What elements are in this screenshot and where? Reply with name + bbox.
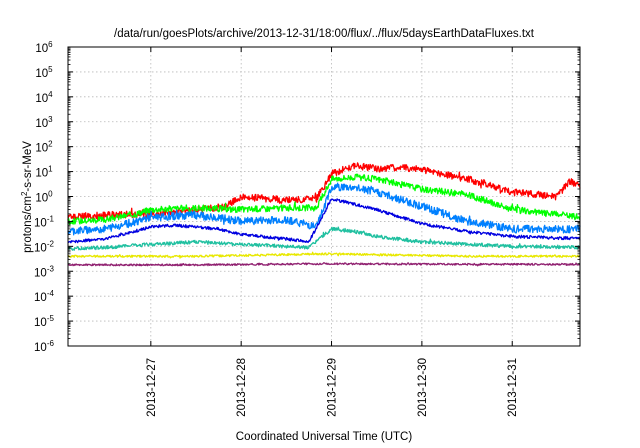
y-tick-label: 106 xyxy=(35,40,53,55)
y-tick-label: 10-6 xyxy=(34,339,54,354)
x-tick-label: 2013-12-28 xyxy=(236,358,248,417)
y-tick-label: 10-5 xyxy=(34,314,54,329)
y-tick-label: 102 xyxy=(35,140,53,155)
x-tick-label: 2013-12-30 xyxy=(417,358,429,417)
y-axis-label: protons/cm2-s-sr-MeV xyxy=(20,141,34,253)
series-line-5 xyxy=(67,226,581,251)
x-tick-label: 2013-12-31 xyxy=(507,358,519,417)
x-axis-ticks: 2013-12-27 2013-12-28 2013-12-29 2013-12-30… xyxy=(146,47,519,417)
y-axis-ticks: 10-6 10-5 10-4 10-3 10-2 10-1 100 101 102 103 104 1… xyxy=(34,40,580,354)
x-axis-label: Coordinated Universal Time (UTC) xyxy=(236,431,413,443)
y-tick-label: 100 xyxy=(35,190,53,205)
series-line-6 xyxy=(67,251,581,259)
y-tick-label: 105 xyxy=(35,65,53,80)
y-tick-label: 104 xyxy=(35,90,53,105)
y-tick-label: 10-2 xyxy=(34,239,54,254)
series-line-2 xyxy=(67,173,581,226)
grid xyxy=(68,47,580,346)
y-tick-label: 10-4 xyxy=(34,289,54,304)
series-line-3 xyxy=(67,182,581,236)
x-tick-label: 2013-12-29 xyxy=(327,358,339,417)
series-line-1 xyxy=(67,162,581,222)
y-tick-label: 103 xyxy=(35,115,53,130)
series-line-4 xyxy=(67,198,581,244)
y-tick-label: 101 xyxy=(35,165,53,180)
y-tick-label: 10-3 xyxy=(34,264,54,279)
series-layer xyxy=(67,162,581,267)
y-tick-label: 10-1 xyxy=(34,214,54,229)
series-line-7 xyxy=(67,262,581,267)
x-tick-label: 2013-12-27 xyxy=(146,358,158,417)
chart-title: /data/run/goesPlots/archive/2013-12-31/1… xyxy=(114,28,535,40)
